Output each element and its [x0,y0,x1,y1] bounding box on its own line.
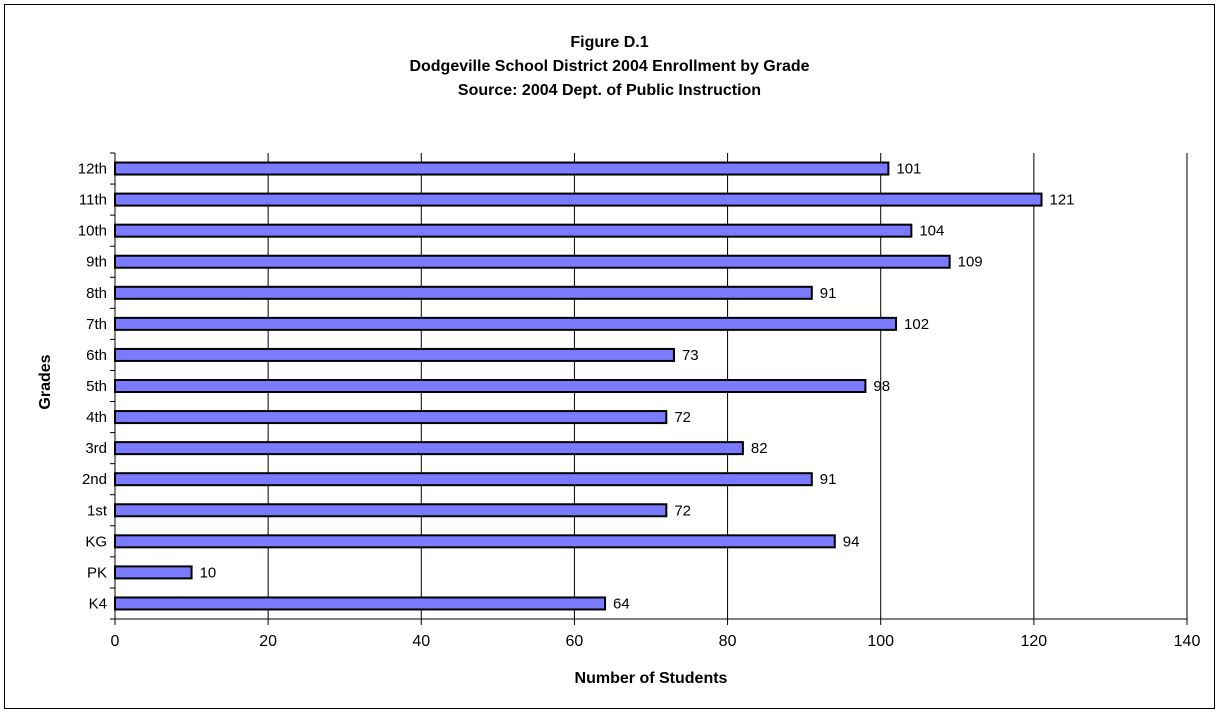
data-label: 104 [919,223,944,240]
y-tick-label: 2nd [82,471,107,488]
data-label: 73 [682,347,699,364]
data-label: 94 [843,533,860,550]
bar [114,441,744,456]
bar [114,565,193,580]
x-tick-label: 0 [111,633,120,650]
bar [114,285,813,300]
x-tick-label: 120 [1021,633,1048,650]
bar [114,223,913,238]
data-label: 98 [873,378,890,395]
bar [114,472,813,487]
data-label: 10 [200,564,217,581]
y-tick-label: PK [87,564,107,581]
x-tick-label: 20 [259,633,277,650]
data-label: 91 [820,285,837,302]
data-label: 82 [751,440,768,457]
x-tick-label: 100 [867,633,894,650]
data-label: 109 [958,254,983,271]
x-tick-label: 40 [412,633,430,650]
y-tick-label: 8th [86,285,107,302]
y-tick-label: 10th [78,223,107,240]
bar [114,192,1043,207]
bar [114,596,607,611]
y-tick-label: 9th [86,254,107,271]
bar [114,534,836,549]
y-tick-label: 11th [79,192,107,209]
bars: 101 121 104 109 91 102 73 98 72 82 91 72 94 10 64 [114,161,1075,612]
data-label: 91 [820,471,837,488]
data-label: 101 [896,161,921,178]
x-tick-label: 60 [566,633,584,650]
bar [114,347,675,362]
bar [114,316,898,331]
bar [114,410,668,425]
data-label: 72 [674,502,691,519]
data-label: 64 [613,595,630,612]
x-tick-label: 80 [719,633,737,650]
chart-title: Figure D.1 [570,34,649,51]
x-axis-title: Number of Students [575,670,728,687]
chart-source-note: Source: 2004 Dept. of Public Instruction [457,82,762,99]
bar [114,379,867,393]
y-tick-label: 1st [87,502,108,519]
bar [114,161,890,176]
data-label: 102 [904,316,929,333]
bar [114,254,951,269]
y-tick-label: K4 [89,595,107,612]
y-tick-label: KG [85,533,107,550]
x-tick-label: 140 [1174,633,1201,650]
axes: 0 20 40 60 80 100 120 140 12th 11th 10th 9th 8th 7th 6… [78,152,1201,650]
y-tick-label: 4th [86,409,107,426]
chart-subtitle: Dodgeville School District 2004 Enrollme… [409,58,810,75]
bar [114,503,668,518]
y-tick-label: 6th [86,347,107,364]
y-tick-label: 7th [86,316,107,333]
data-label: 121 [1050,192,1075,209]
y-tick-label: 5th [86,378,107,395]
y-axis-title: Grades [37,354,54,409]
y-tick-label: 3rd [85,440,107,457]
data-label: 72 [674,409,691,426]
y-tick-label: 12th [78,161,107,178]
